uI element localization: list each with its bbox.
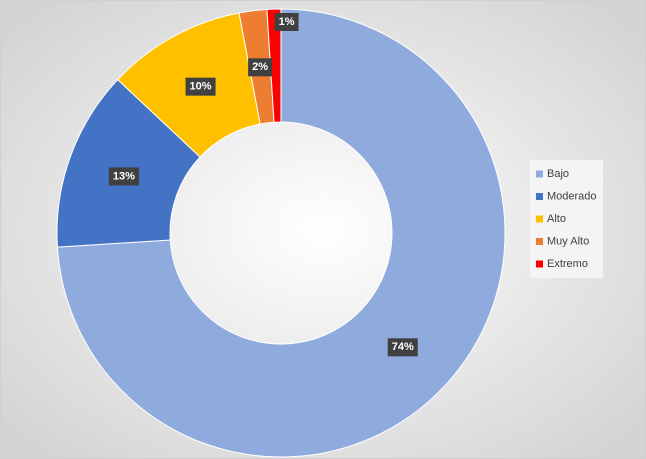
legend-swatch	[536, 260, 543, 268]
data-label: 74%	[392, 341, 414, 353]
data-label-box	[185, 77, 216, 96]
legend-label: Moderado	[547, 190, 597, 202]
data-label: 1%	[279, 16, 295, 28]
legend-swatch	[536, 238, 543, 245]
legend-label: Extremo	[547, 258, 588, 270]
data-label-box	[387, 338, 418, 357]
legend-label: Bajo	[547, 168, 569, 180]
doughnut-slice	[266, 8, 282, 123]
data-label: 2%	[252, 61, 268, 73]
legend-swatch	[536, 215, 543, 223]
data-label: 10%	[190, 81, 212, 93]
legend-swatch	[536, 193, 543, 200]
legend-label: Muy Alto	[547, 235, 589, 247]
data-label-box	[248, 58, 273, 77]
legend-label: Alto	[547, 213, 566, 225]
legend-swatch	[536, 170, 543, 178]
data-label: 13%	[113, 170, 135, 182]
data-label-box	[108, 167, 139, 186]
data-label-box	[274, 13, 299, 31]
